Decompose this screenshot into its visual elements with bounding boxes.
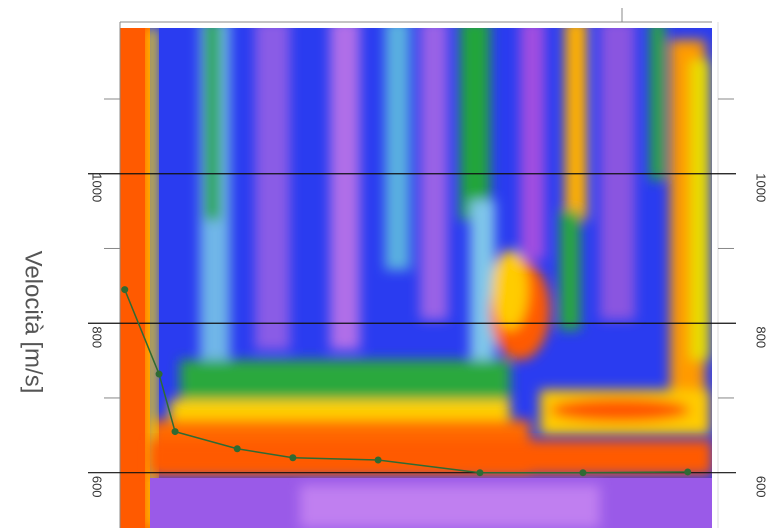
pick-point: [121, 286, 129, 294]
y-tick-label: 600: [90, 476, 105, 498]
pick-point: [374, 456, 382, 464]
pick-point: [289, 454, 297, 462]
pick-point: [579, 469, 587, 477]
pick-point: [171, 428, 179, 436]
y-axis-title: Velocità [m/s]: [20, 251, 47, 394]
y2-tick-label: 800: [754, 326, 769, 348]
y2-tick-label: 600: [754, 476, 769, 498]
y-tick-label: 800: [90, 326, 105, 348]
y-tick-label: 1000: [90, 173, 105, 202]
pick-point: [155, 370, 163, 378]
pick-point: [684, 468, 692, 476]
y2-tick-label: 1000: [754, 173, 769, 202]
pick-point: [476, 469, 484, 477]
spectrum-heatmap: [120, 28, 712, 528]
pick-point: [233, 445, 241, 453]
